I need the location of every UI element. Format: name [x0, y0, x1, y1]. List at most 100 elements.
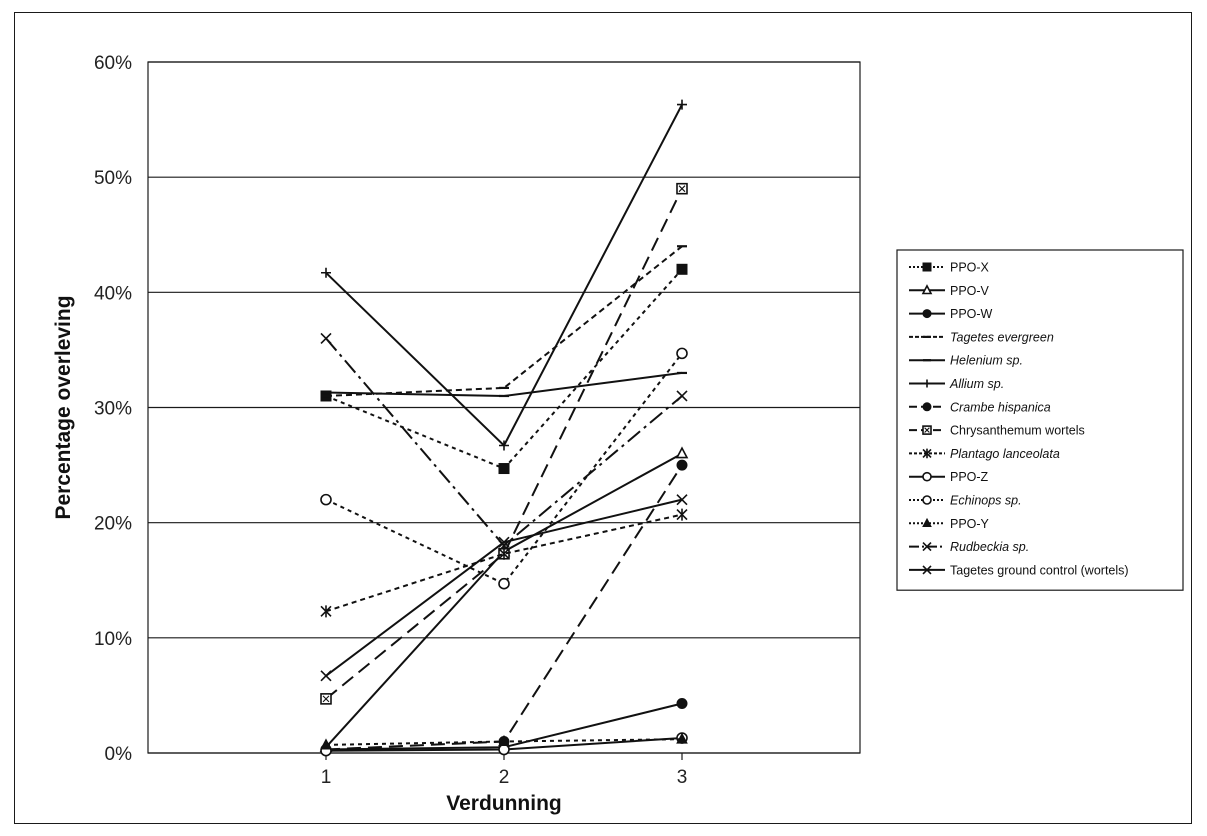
y-tick-label: 50% [94, 168, 132, 189]
legend-item: Echinops sp. [909, 494, 1022, 508]
series-plantago-lanceolata [320, 508, 688, 618]
data-point [498, 734, 510, 746]
data-point [498, 743, 510, 756]
data-point [676, 494, 688, 506]
legend-label: Echinops sp. [950, 494, 1022, 508]
legend-box [896, 249, 1184, 591]
y-tick-label: 40% [94, 283, 132, 304]
series-line [325, 245, 683, 397]
data-point [320, 670, 332, 682]
legend-item: PPO-W [909, 307, 993, 321]
series-line [325, 452, 683, 748]
data-point [320, 493, 332, 506]
series-ppo-y [320, 732, 688, 750]
series-echinops-sp [320, 347, 688, 590]
data-point [498, 547, 510, 560]
legend-marker [922, 262, 932, 272]
legend-item: PPO-Z [909, 470, 989, 484]
y-axis-title: Percentage overleving [52, 295, 75, 519]
series-ppo-v [319, 446, 689, 753]
legend-marker [922, 565, 932, 575]
legend-marker [921, 284, 933, 295]
y-tick-label: 0% [105, 744, 133, 765]
legend-label: Chrysanthemum wortels [950, 424, 1085, 438]
data-point [499, 440, 509, 451]
legend-label: PPO-Z [950, 470, 989, 484]
series-line [325, 464, 683, 751]
data-point [676, 390, 688, 402]
data-point [676, 732, 688, 744]
series-line [325, 188, 683, 700]
legend-marker [923, 379, 931, 388]
legend-item: Plantago lanceolata [909, 447, 1060, 461]
x-tick-label: 2 [499, 767, 510, 788]
data-point [321, 267, 331, 278]
legend-label: Tagetes ground control (wortels) [950, 563, 1129, 577]
data-point [677, 99, 687, 110]
legend-item: Rudbeckia sp. [909, 540, 1029, 554]
legend-item: PPO-Y [909, 517, 990, 531]
y-tick-label: 60% [94, 53, 132, 74]
data-point [675, 446, 689, 459]
y-axis-ticks: 0% 10% 20% 30% 40% 50% 60% [94, 53, 132, 765]
x-axis-ticks: 1 2 3 [321, 753, 688, 788]
legend-label: PPO-X [950, 261, 990, 275]
legend-marker [922, 471, 932, 482]
legend-item: Tagetes evergreen [909, 330, 1054, 344]
legend-label: Plantago lanceolata [950, 447, 1060, 461]
data-point [320, 605, 332, 618]
legend-item: Chrysanthemum wortels [909, 424, 1085, 438]
legend-item: Tagetes ground control (wortels) [909, 563, 1129, 577]
y-tick-label: 20% [94, 514, 132, 535]
legend-label: Allium sp. [949, 377, 1004, 391]
data-point [320, 738, 332, 750]
series-tagetes-ground-control-wortels [320, 494, 688, 682]
legend-item: Helenium sp. [909, 354, 1023, 368]
y-tick-label: 10% [94, 629, 132, 650]
legend-marker [922, 425, 932, 435]
legend-item: PPO-V [909, 284, 990, 298]
data-point [498, 536, 510, 548]
series-crambe-hispanica [320, 459, 688, 756]
legend-label: Rudbeckia sp. [950, 540, 1029, 554]
series-line [325, 352, 683, 585]
x-axis-title: Verdunning [446, 792, 562, 815]
legend-marker [922, 309, 932, 319]
x-tick-label: 3 [677, 767, 688, 788]
legend-label: PPO-Y [950, 517, 990, 531]
legend-label: Helenium sp. [950, 354, 1023, 368]
legend-item: Allium sp. [909, 377, 1004, 391]
legend-marker [922, 542, 932, 552]
data-point [676, 263, 688, 275]
legend-marker [922, 517, 932, 527]
legend-label: Tagetes evergreen [950, 330, 1054, 344]
data-point [498, 463, 510, 475]
legend-marker [922, 448, 932, 459]
series-tagetes-evergreen [321, 245, 687, 398]
data-point [676, 347, 688, 360]
data-point [676, 697, 688, 709]
legend-marker [922, 402, 932, 412]
series-layer [319, 99, 689, 757]
legend-label: PPO-V [950, 284, 990, 298]
x-tick-label: 1 [321, 767, 332, 788]
legend-label: Crambe hispanica [950, 400, 1051, 414]
series-helenium-sp [321, 371, 687, 398]
legend-item: Crambe hispanica [909, 400, 1051, 414]
data-point [320, 693, 332, 705]
data-point [676, 508, 688, 521]
data-point [498, 577, 510, 590]
series-line [325, 371, 683, 398]
grid-layer [148, 61, 860, 754]
data-point [676, 459, 688, 471]
legend-marker [922, 495, 932, 505]
y-tick-label: 30% [94, 399, 132, 420]
series-line [325, 513, 683, 613]
data-point [676, 182, 688, 195]
series-allium-sp [321, 99, 687, 451]
data-point [320, 332, 332, 344]
legend-label: PPO-W [950, 307, 993, 321]
legend-item: PPO-X [909, 261, 990, 275]
legend: PPO-X PPO-V PPO-W Tagetes evergreen Helenium… [896, 249, 1184, 591]
